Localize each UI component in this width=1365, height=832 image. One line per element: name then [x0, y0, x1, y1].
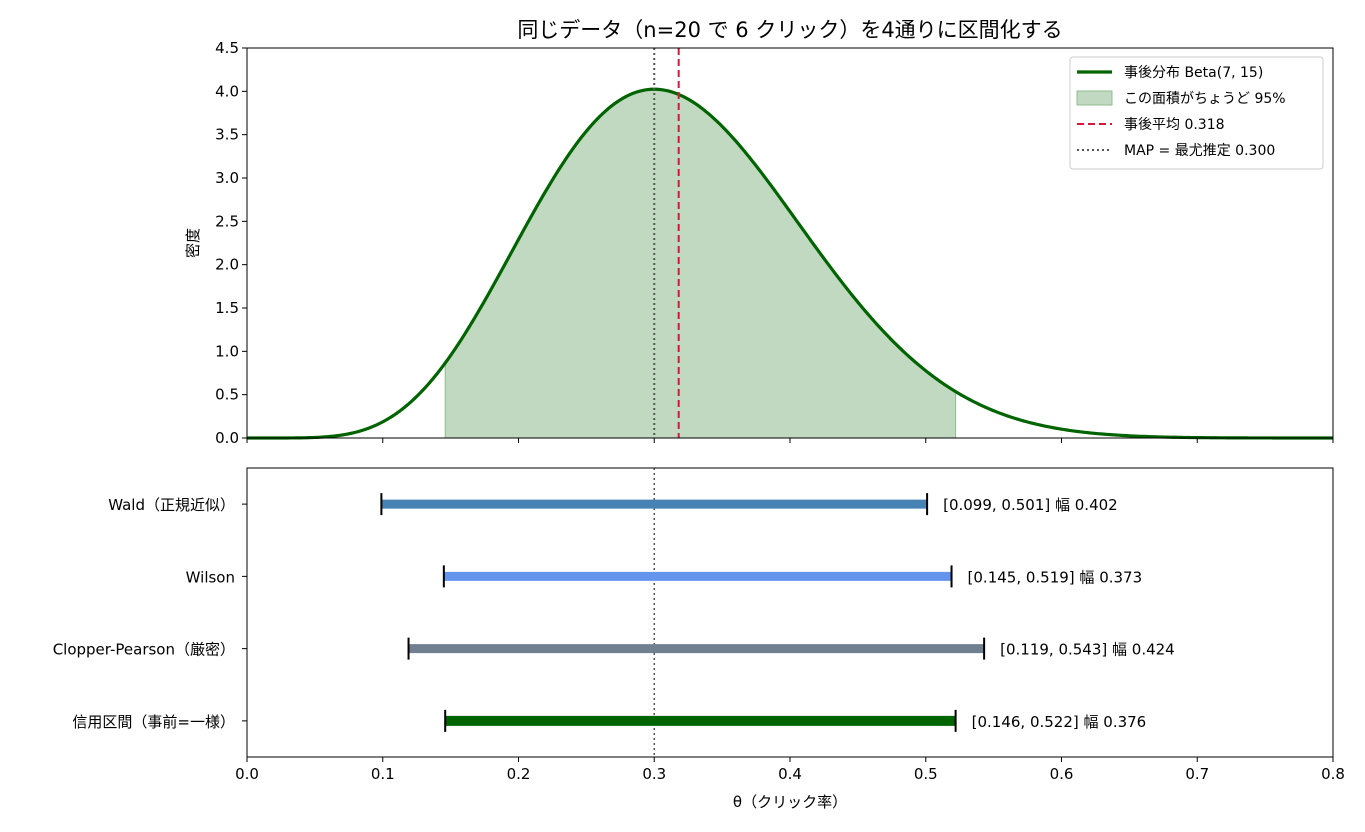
x-tick-label: 0.5 [914, 765, 938, 783]
interval-label: [0.099, 0.501] 幅 0.402 [943, 496, 1118, 514]
x-tick-label: 0.7 [1185, 765, 1209, 783]
chart-title: 同じデータ（n=20 で 6 クリック）を4通りに区間化する [517, 18, 1062, 42]
y-tick-label: 1.0 [215, 342, 239, 360]
interval-name: Wilson [186, 568, 235, 586]
x-tick-label: 0.0 [235, 765, 259, 783]
credible-area [444, 88, 957, 439]
legend: 事後分布 Beta(7, 15) この面積がちょうど 95% 事後平均 0.318 M… [1069, 56, 1324, 170]
legend-handle [1076, 90, 1113, 106]
y-tick-label: 2.0 [215, 256, 239, 274]
posterior-curve [247, 87, 1333, 440]
density-panel: 0.0 0.5 1.0 1.5 2.0 2.5 3.0 3.5 4.0 4.5 密度 事後分布 B… [184, 39, 1334, 447]
x-tick-label: 0.1 [371, 765, 395, 783]
x-tick-label: 0.4 [778, 765, 802, 783]
x-tick-label: 0.2 [507, 765, 531, 783]
interval-name: 信用区間（事前=一様） [72, 713, 235, 731]
y-tick-label: 3.5 [215, 126, 239, 144]
interval-label: [0.119, 0.543] 幅 0.424 [1000, 641, 1175, 659]
interval-name: Wald（正規近似） [108, 496, 235, 514]
legend-label: この面積がちょうど 95% [1124, 91, 1286, 107]
y-tick-label: 1.5 [215, 299, 239, 317]
y-tick-label: 2.5 [215, 212, 239, 230]
legend-label: 事後分布 Beta(7, 15) [1124, 65, 1263, 81]
x-tick-label: 0.6 [1050, 765, 1074, 783]
x-axis-label: θ（クリック率） [733, 793, 847, 811]
x-tick-label: 0.3 [642, 765, 666, 783]
density-panel-frame [246, 47, 1334, 439]
interval-panel: [0.099, 0.501] 幅 0.402 [0.145, 0.519] 幅 0… [53, 467, 1345, 811]
y-tick-label: 0.5 [215, 386, 239, 404]
interval-label: [0.146, 0.522] 幅 0.376 [972, 713, 1147, 731]
y-axis-label: 密度 [184, 228, 202, 258]
interval-panel-frame [246, 467, 1334, 758]
x-tick-label: 0.8 [1321, 765, 1345, 783]
legend-label: 事後平均 0.318 [1124, 117, 1225, 133]
interval-label: [0.145, 0.519] 幅 0.373 [968, 568, 1143, 586]
y-tick-label: 4.0 [215, 82, 239, 100]
y-tick-label: 0.0 [215, 429, 239, 447]
legend-box [1069, 56, 1324, 170]
legend-label: MAP = 最尤推定 0.300 [1124, 143, 1275, 159]
y-tick-label: 3.0 [215, 169, 239, 187]
y-tick-label: 4.5 [215, 39, 239, 57]
interval-name: Clopper-Pearson（厳密） [53, 641, 235, 659]
